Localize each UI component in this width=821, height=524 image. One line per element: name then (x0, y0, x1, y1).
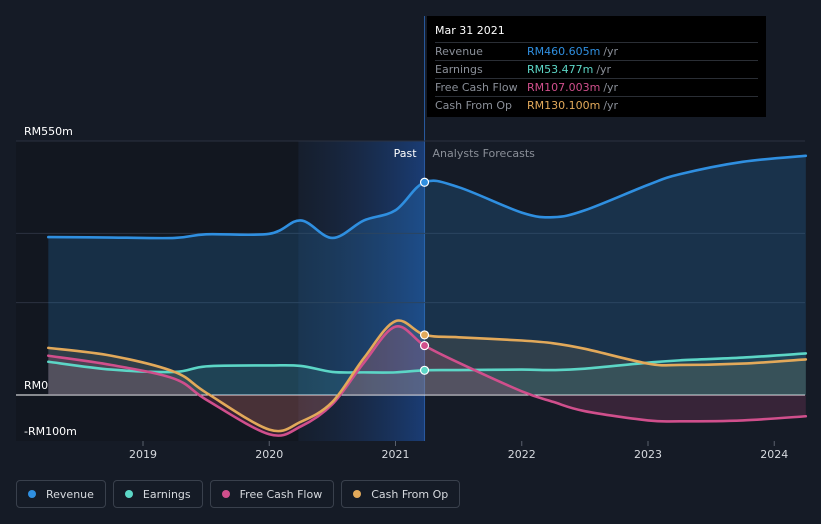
legend-item-cash-from-op[interactable]: Cash From Op (341, 480, 461, 508)
tooltip-value: RM107.003m (527, 81, 601, 94)
tooltip-value: RM130.100m (527, 99, 601, 112)
legend: Revenue Earnings Free Cash Flow Cash Fro… (16, 480, 461, 508)
earnings-marker (419, 365, 430, 375)
legend-label: Revenue (46, 487, 94, 501)
revenue-line (47, 154, 808, 240)
tooltip-row-revenue: Revenue RM460.605m /yr (435, 42, 758, 60)
legend-label: Earnings (142, 487, 191, 501)
forecast-label: Analysts Forecasts (433, 147, 536, 160)
cash-from-op-line (47, 319, 808, 433)
cash-from-op-area (48, 320, 806, 432)
tooltip-label: Free Cash Flow (435, 81, 518, 94)
tooltip-unit: /yr (603, 99, 619, 112)
tooltip-row-cash-from-op: Cash From Op RM130.100m /yr (435, 96, 758, 114)
y-tick-label: RM550m (24, 125, 73, 138)
tooltip: Mar 31 2021 Revenue RM460.605m /yr Earni… (427, 16, 766, 117)
x-tick-label: 2021 (382, 448, 410, 461)
y-tick-label: RM0 (24, 379, 48, 392)
tooltip-unit: /yr (603, 81, 619, 94)
legend-item-earnings[interactable]: Earnings (112, 480, 203, 508)
free-cash-flow-area (48, 326, 806, 436)
legend-label: Cash From Op (371, 487, 449, 501)
x-tick-label: 2023 (634, 448, 662, 461)
tooltip-value: RM53.477m (527, 63, 594, 76)
free-cash-flow-marker (419, 340, 430, 351)
tooltip-label: Revenue (435, 45, 483, 58)
legend-label: Free Cash Flow (239, 487, 323, 501)
tooltip-date: Mar 31 2021 (435, 24, 505, 37)
cash-from-op-marker (419, 330, 430, 340)
x-tick-label: 2024 (760, 448, 788, 461)
revenue-area (48, 155, 806, 395)
free-cash-flow-dot-icon (221, 490, 230, 498)
legend-item-revenue[interactable]: Revenue (16, 480, 106, 508)
tooltip-label: Cash From Op (435, 99, 513, 112)
revenue-dot-icon (28, 490, 36, 498)
legend-item-free-cash-flow[interactable]: Free Cash Flow (209, 480, 335, 508)
earnings-dot-icon (124, 490, 133, 498)
tooltip-unit: /yr (603, 45, 619, 58)
revenue-marker (419, 177, 430, 187)
tooltip-label: Earnings (435, 63, 483, 76)
past-label: Past (394, 147, 418, 160)
x-tick-label: 2020 (255, 448, 283, 461)
tooltip-row-free-cash-flow: Free Cash Flow RM107.003m /yr (435, 78, 758, 96)
tooltip-unit: /yr (596, 63, 612, 76)
past-band (16, 141, 299, 441)
earnings-area (48, 353, 806, 395)
past-highlight-band (298, 141, 425, 441)
x-tick-label: 2019 (129, 448, 157, 461)
cash-from-op-dot-icon (353, 490, 362, 498)
x-tick-label: 2022 (508, 448, 536, 461)
tooltip-row-earnings: Earnings RM53.477m /yr (435, 60, 758, 78)
y-tick-label: -RM100m (24, 425, 77, 438)
free-cash-flow-line (47, 325, 808, 437)
earnings-line (47, 352, 808, 374)
tooltip-value: RM460.605m (527, 45, 601, 58)
